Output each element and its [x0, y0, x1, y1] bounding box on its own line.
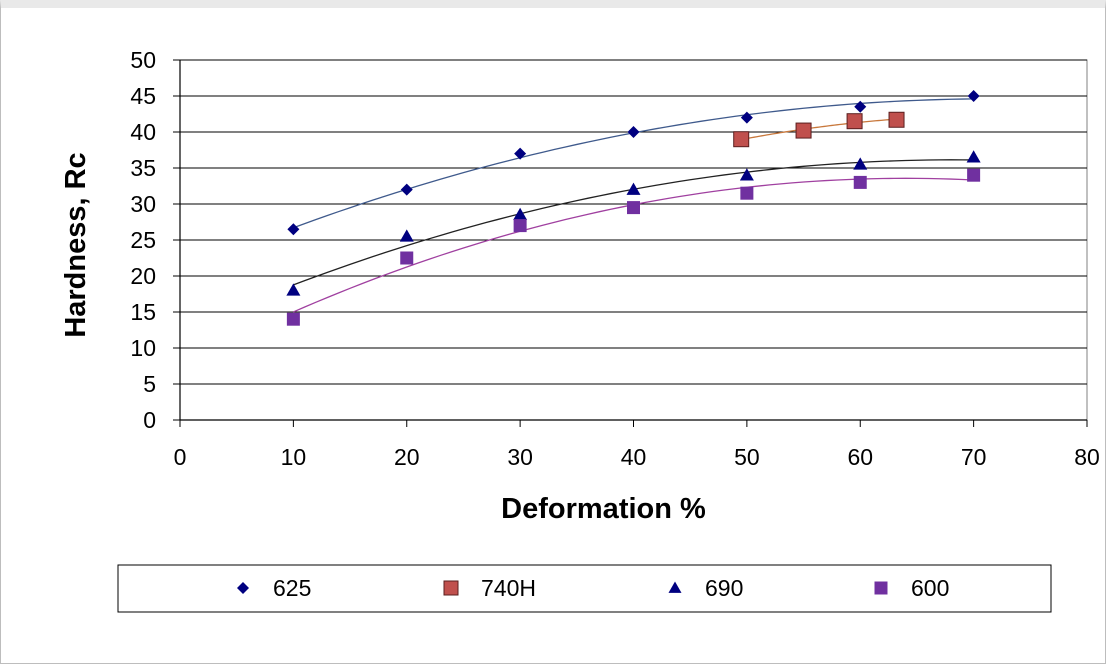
x-tick-label: 10	[281, 444, 307, 470]
data-point-740H	[733, 131, 750, 148]
data-point-690	[853, 157, 868, 170]
legend-label: 740H	[481, 575, 536, 601]
data-point-600	[400, 251, 414, 265]
series-740H	[733, 111, 905, 148]
series-690	[286, 150, 981, 296]
y-tick-label: 15	[130, 299, 156, 325]
data-point-690	[739, 168, 754, 181]
legend-label: 690	[705, 575, 743, 601]
data-point-740H	[888, 111, 905, 128]
data-point-600	[286, 312, 300, 326]
legend: 625 740H 690 600	[117, 564, 1052, 613]
data-point-690	[286, 283, 301, 296]
legend-marker-740H	[443, 580, 459, 596]
y-tick-label: 45	[130, 83, 156, 109]
x-tick-label: 70	[961, 444, 987, 470]
legend-item-740H: 740H	[443, 575, 536, 601]
data-point-600	[853, 175, 867, 189]
data-point-625	[287, 223, 300, 236]
data-point-740H	[795, 122, 812, 139]
legend-label: 600	[911, 575, 949, 601]
data-point-625	[514, 147, 527, 160]
chart-svg: 0 5 10 15 20 25 30 35 40 45 50 0 10 20 30 40 50 60 70 80 Def…	[60, 47, 1100, 613]
legend-marker-690	[668, 581, 682, 593]
x-tick-label: 40	[621, 444, 647, 470]
data-point-600	[627, 201, 640, 215]
data-point-625	[740, 111, 753, 124]
x-tick-label: 60	[847, 444, 873, 470]
x-tick-label: 30	[507, 444, 533, 470]
y-tick-label: 40	[130, 119, 156, 145]
x-tick-label: 20	[394, 444, 420, 470]
y-tick-label: 0	[143, 407, 156, 433]
x-tick-label: 0	[174, 444, 187, 470]
data-point-625	[967, 90, 980, 102]
y-axis-title: Hardness, Rc	[60, 152, 92, 337]
series-625	[287, 90, 980, 236]
x-tick-label: 50	[734, 444, 760, 470]
y-tick-label: 30	[130, 191, 156, 217]
data-point-625	[854, 100, 867, 113]
legend-marker-625	[237, 582, 249, 594]
data-point-740H	[846, 113, 863, 130]
legend-label: 625	[273, 575, 311, 601]
y-tick-label: 20	[130, 263, 156, 289]
data-point-625	[627, 126, 640, 138]
legend-item-600: 600	[874, 575, 949, 601]
legend-marker-600	[874, 581, 888, 595]
x-tick-label: 80	[1074, 444, 1100, 470]
y-tick-label: 25	[130, 227, 156, 253]
data-point-690	[966, 150, 981, 163]
data-point-600	[740, 186, 754, 200]
series-600	[286, 168, 981, 326]
data-point-690	[513, 207, 528, 221]
y-tick-label: 50	[130, 47, 156, 73]
legend-item-690: 690	[668, 575, 743, 601]
y-tick-label: 5	[143, 371, 156, 397]
data-point-600	[513, 219, 527, 233]
data-point-600	[967, 168, 981, 182]
x-axis-title: Deformation %	[501, 493, 706, 525]
legend-item-625: 625	[237, 575, 311, 601]
data-point-690	[626, 182, 641, 195]
legend-box	[117, 564, 1052, 613]
data-point-625	[400, 183, 413, 196]
plot-area: 0 5 10 15 20 25 30 35 40 45 50 0 10 20 30 40 50 60 70 80	[130, 47, 1099, 470]
data-point-690	[399, 229, 414, 242]
y-tick-label: 35	[130, 155, 156, 181]
trendline-740H	[741, 118, 897, 141]
y-tick-label: 10	[130, 335, 156, 361]
